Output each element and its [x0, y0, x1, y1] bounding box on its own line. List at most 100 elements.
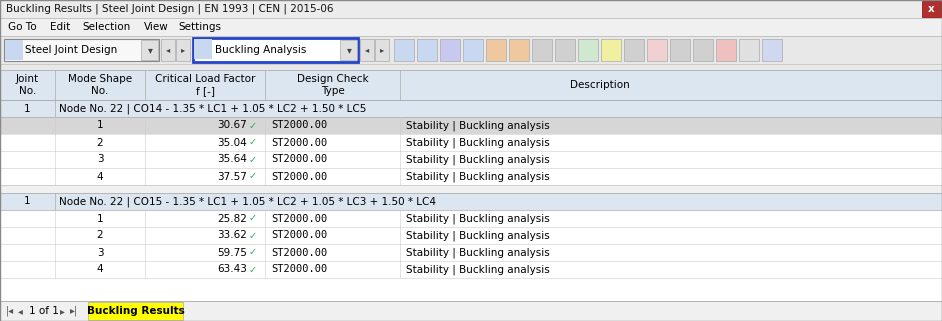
Text: 2: 2 — [97, 137, 104, 148]
Bar — [5, 40, 23, 60]
Text: Steel Joint Design: Steel Joint Design — [25, 45, 117, 55]
Text: 2: 2 — [97, 230, 104, 240]
Text: ✓: ✓ — [249, 230, 257, 240]
Bar — [601, 39, 621, 61]
Bar — [0, 64, 942, 70]
Bar — [0, 210, 942, 227]
Bar — [0, 193, 942, 210]
Text: Go To: Go To — [8, 22, 37, 32]
Bar — [4, 39, 159, 61]
Text: 35.64: 35.64 — [217, 154, 247, 164]
Text: |◂: |◂ — [6, 306, 14, 316]
Bar — [193, 38, 358, 62]
Bar — [509, 39, 529, 61]
Bar — [340, 40, 357, 60]
Bar — [555, 39, 575, 61]
Bar — [0, 168, 942, 185]
Bar — [176, 39, 190, 61]
Text: Joint
No.: Joint No. — [16, 74, 39, 96]
Text: Stability | Buckling analysis: Stability | Buckling analysis — [406, 264, 550, 275]
Text: Critical Load Factor
f [-]: Critical Load Factor f [-] — [154, 74, 255, 96]
Bar — [624, 39, 644, 61]
Text: ST2000.00: ST2000.00 — [271, 171, 327, 181]
Text: Stability | Buckling analysis: Stability | Buckling analysis — [406, 120, 550, 131]
Text: ST2000.00: ST2000.00 — [271, 137, 327, 148]
Text: 63.43: 63.43 — [217, 265, 247, 274]
Text: ST2000.00: ST2000.00 — [271, 154, 327, 164]
Bar — [194, 39, 212, 59]
Bar — [440, 39, 460, 61]
Bar — [0, 117, 942, 134]
Bar — [375, 39, 389, 61]
Bar — [0, 100, 942, 117]
Text: ST2000.00: ST2000.00 — [271, 265, 327, 274]
Text: 37.57: 37.57 — [217, 171, 247, 181]
Bar — [0, 301, 942, 321]
Bar — [88, 302, 183, 320]
Text: 1: 1 — [24, 196, 31, 206]
Bar — [739, 39, 759, 61]
Bar — [463, 39, 483, 61]
Text: ▸: ▸ — [181, 46, 186, 55]
Text: ✓: ✓ — [249, 213, 257, 223]
Bar — [161, 39, 175, 61]
Text: ◂: ◂ — [365, 46, 369, 55]
Bar — [0, 134, 942, 151]
Text: Buckling Analysis: Buckling Analysis — [215, 45, 306, 55]
Text: 35.04: 35.04 — [218, 137, 247, 148]
Bar — [486, 39, 506, 61]
Bar — [0, 261, 942, 278]
Bar — [647, 39, 667, 61]
Text: ✓: ✓ — [249, 265, 257, 274]
Text: 3: 3 — [97, 154, 104, 164]
Text: 3: 3 — [97, 247, 104, 257]
Text: 33.62: 33.62 — [217, 230, 247, 240]
Bar — [0, 18, 942, 36]
Text: Stability | Buckling analysis: Stability | Buckling analysis — [406, 171, 550, 182]
Text: 1 of 1: 1 of 1 — [29, 306, 59, 316]
Bar — [0, 151, 942, 168]
Text: ▸: ▸ — [380, 46, 384, 55]
Text: ▸|: ▸| — [70, 306, 78, 316]
Text: 4: 4 — [97, 265, 104, 274]
Bar — [360, 39, 374, 61]
Bar — [0, 36, 942, 64]
Text: Node No. 22 | CO14 - 1.35 * LC1 + 1.05 * LC2 + 1.50 * LC5: Node No. 22 | CO14 - 1.35 * LC1 + 1.05 *… — [59, 103, 366, 114]
Text: Mode Shape
No.: Mode Shape No. — [68, 74, 132, 96]
Text: Stability | Buckling analysis: Stability | Buckling analysis — [406, 230, 550, 241]
Bar — [762, 39, 782, 61]
Bar — [0, 244, 942, 261]
Text: Stability | Buckling analysis: Stability | Buckling analysis — [406, 247, 550, 258]
Text: Buckling Results: Buckling Results — [87, 306, 185, 316]
Bar — [0, 227, 942, 244]
Text: ✓: ✓ — [249, 137, 257, 148]
Text: ✓: ✓ — [249, 171, 257, 181]
Text: View: View — [144, 22, 169, 32]
Bar — [417, 39, 437, 61]
Text: Design Check
Type: Design Check Type — [297, 74, 368, 96]
Text: 1: 1 — [97, 120, 104, 131]
Text: ✓: ✓ — [249, 247, 257, 257]
Bar — [693, 39, 713, 61]
Bar — [394, 39, 414, 61]
Text: Description: Description — [570, 80, 630, 90]
Bar — [716, 39, 736, 61]
Text: Stability | Buckling analysis: Stability | Buckling analysis — [406, 154, 550, 165]
Bar — [922, 1, 941, 17]
Bar — [670, 39, 690, 61]
Bar — [0, 278, 942, 301]
Bar — [0, 70, 942, 100]
Text: ✓: ✓ — [249, 120, 257, 131]
Text: Settings: Settings — [178, 22, 221, 32]
Bar — [578, 39, 598, 61]
Bar — [0, 0, 942, 18]
Text: 1: 1 — [97, 213, 104, 223]
Text: Stability | Buckling analysis: Stability | Buckling analysis — [406, 137, 550, 148]
Text: 1: 1 — [24, 103, 31, 114]
Text: ST2000.00: ST2000.00 — [271, 247, 327, 257]
Text: Stability | Buckling analysis: Stability | Buckling analysis — [406, 213, 550, 224]
Text: x: x — [928, 4, 934, 14]
Text: ▾: ▾ — [347, 45, 351, 55]
Text: 4: 4 — [97, 171, 104, 181]
Text: ▾: ▾ — [148, 45, 153, 55]
